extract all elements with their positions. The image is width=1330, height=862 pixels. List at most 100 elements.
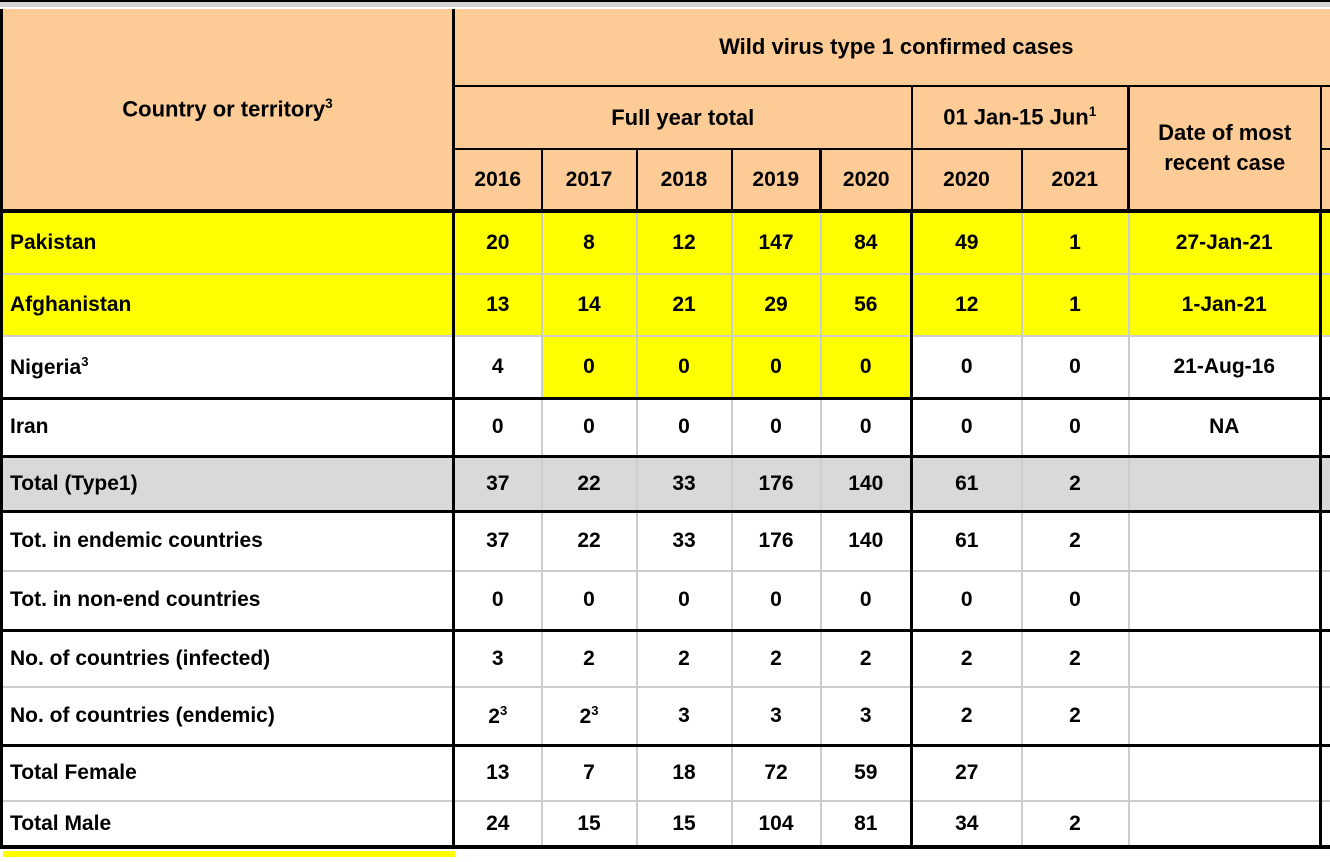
- year-header-janjun-2021: 2021: [1020, 148, 1130, 213]
- value-cell: 3: [731, 687, 822, 747]
- value-cell: 0: [911, 398, 1023, 458]
- header-row-years: 2016 2017 2018 2019 2020 2020 2021: [2, 148, 1330, 213]
- value-cell: 56: [820, 274, 913, 337]
- value-cell: 2: [1021, 456, 1130, 513]
- value-cell: 0: [541, 398, 638, 458]
- value-cell: 81: [820, 801, 913, 849]
- row-label: Total Female: [0, 745, 455, 802]
- value-cell: 0: [820, 398, 913, 458]
- value-cell: 0: [1021, 336, 1130, 400]
- clipped-cell: [1320, 274, 1330, 337]
- value-cell: 4: [453, 336, 543, 400]
- value-cell: 84: [820, 211, 913, 275]
- value-cell: 37: [453, 511, 543, 572]
- value-cell: 0: [636, 398, 733, 458]
- clipped-column-header: [1319, 85, 1330, 150]
- value-cell: 1: [1021, 211, 1130, 275]
- value-cell: 22: [541, 511, 638, 572]
- value-cell: 3: [820, 687, 913, 747]
- value-cell: 33: [636, 456, 733, 513]
- value-cell: 15: [636, 801, 733, 849]
- clipped-cell: [1320, 630, 1330, 688]
- jan-jun-group-header: 01 Jan-15 Jun1: [910, 85, 1130, 150]
- top-edge-line: [0, 0, 1330, 2]
- value-cell: 23: [453, 687, 543, 747]
- date-cell: 1-Jan-21: [1128, 274, 1322, 337]
- value-cell: 2: [1021, 630, 1130, 688]
- row-label: Total (Type1): [0, 456, 455, 513]
- value-cell: 1: [1021, 274, 1130, 337]
- value-cell: 176: [731, 511, 822, 572]
- date-cell: NA: [1128, 398, 1322, 458]
- country-column-header: Country or territory3: [0, 9, 455, 213]
- value-cell: 21: [636, 274, 733, 337]
- value-cell: 0: [731, 336, 822, 400]
- clipped-cell: [1320, 801, 1330, 849]
- clipped-cell: [1320, 687, 1330, 747]
- clipped-cell: [1320, 511, 1330, 572]
- value-cell: 18: [636, 745, 733, 802]
- top-margin-strip: [0, 2, 1330, 7]
- value-cell: 0: [1021, 571, 1130, 632]
- date-cell: [1128, 456, 1322, 513]
- date-cell: [1128, 511, 1322, 572]
- header-row-title: Country or territory3 Wild virus type 1 …: [0, 9, 1330, 213]
- clipped-cell: [1320, 456, 1330, 513]
- row-label: No. of countries (endemic): [0, 687, 455, 747]
- value-cell: 49: [911, 211, 1023, 275]
- top-gap: [0, 7, 1330, 9]
- date-column-header: Date of most recent case: [1127, 85, 1322, 213]
- cases-table-container: Country or territory3 Wild virus type 1 …: [0, 9, 1330, 849]
- value-cell: 29: [731, 274, 822, 337]
- value-cell: 2: [1021, 687, 1130, 747]
- table-row: Total Female 13 7 18 72 59 27: [0, 745, 1330, 802]
- clipped-column-subheader: [1319, 148, 1330, 213]
- value-cell: 2: [911, 630, 1023, 688]
- value-cell: 0: [911, 336, 1023, 400]
- table-row: Total (Type1) 37 22 33 176 140 61 2: [0, 456, 1330, 513]
- year-header-2018: 2018: [635, 148, 733, 213]
- value-cell: 3: [453, 630, 543, 688]
- value-cell: 2: [636, 630, 733, 688]
- value-cell: 0: [1021, 398, 1130, 458]
- value-cell: 0: [453, 398, 543, 458]
- value-cell: 24: [453, 801, 543, 849]
- header-row-groups: Full year total 01 Jan-15 Jun1 Date of m…: [2, 85, 1330, 213]
- table-row: No. of countries (endemic) 23 23 3 3 3 2 2: [0, 687, 1330, 747]
- clipped-next-row-highlight: [3, 851, 455, 857]
- date-cell: [1128, 687, 1322, 747]
- row-label: Iran: [0, 398, 455, 458]
- value-cell: 34: [911, 801, 1023, 849]
- value-cell: 2: [731, 630, 822, 688]
- value-cell: 8: [541, 211, 638, 275]
- year-header-janjun-2020: 2020: [910, 148, 1023, 213]
- value-cell: 0: [911, 571, 1023, 632]
- value-cell: 0: [541, 571, 638, 632]
- value-cell: 27: [911, 745, 1023, 802]
- year-header-2016: 2016: [452, 148, 543, 213]
- year-header-2020: 2020: [819, 148, 913, 213]
- value-cell: 61: [911, 511, 1023, 572]
- table-title: Wild virus type 1 confirmed cases: [452, 9, 1330, 87]
- date-cell: 21-Aug-16: [1128, 336, 1322, 400]
- value-cell: 7: [541, 745, 638, 802]
- clipped-cell: [1320, 336, 1330, 400]
- value-cell: 104: [731, 801, 822, 849]
- value-cell: 2: [1021, 801, 1130, 849]
- value-cell: 13: [453, 745, 543, 802]
- value-cell: 3: [636, 687, 733, 747]
- value-cell: 2: [820, 630, 913, 688]
- date-header-line2: recent case: [1164, 150, 1286, 175]
- value-cell: 176: [731, 456, 822, 513]
- value-cell: 14: [541, 274, 638, 337]
- value-cell: 72: [731, 745, 822, 802]
- value-cell: 61: [911, 456, 1023, 513]
- year-header-2019: 2019: [730, 148, 822, 213]
- clipped-cell: [1320, 745, 1330, 802]
- table-row: Afghanistan 13 14 21 29 56 12 1 1-Jan-21: [0, 274, 1330, 337]
- value-cell: 33: [636, 511, 733, 572]
- clipped-cell: [1320, 211, 1330, 275]
- row-label: Total Male: [0, 801, 455, 849]
- table-row: Tot. in non-end countries 0 0 0 0 0 0 0: [0, 571, 1330, 632]
- row-label: Tot. in endemic countries: [0, 511, 455, 572]
